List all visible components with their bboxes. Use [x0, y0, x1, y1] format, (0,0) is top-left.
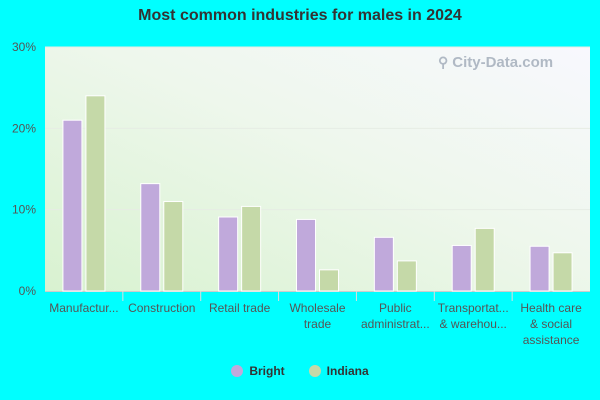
- x-tick-label-5-0: Transportat...: [438, 301, 509, 315]
- chart-title: Most common industries for males in 2024: [138, 7, 462, 24]
- y-tick-label-0: 0%: [19, 284, 37, 298]
- y-tick-label-1: 10%: [12, 203, 36, 217]
- bar-indiana-6: [552, 252, 573, 292]
- bar-bright-5: [451, 244, 472, 292]
- x-tick-label-4-1: administrat...: [361, 317, 430, 331]
- legend-swatch-0: [231, 365, 244, 377]
- x-tick-label-4-0: Public: [379, 301, 412, 315]
- search-icon: ⚲: [438, 54, 449, 70]
- bar-bright-6: [529, 245, 550, 292]
- bar-indiana-0: [85, 95, 106, 292]
- legend-label-0: Bright: [249, 364, 285, 378]
- legend: Bright Indiana: [0, 364, 600, 378]
- legend-label-1: Indiana: [326, 364, 369, 378]
- x-tick-label-0-0: Manufactur...: [49, 301, 118, 315]
- y-tick-label-3: 30%: [12, 40, 36, 54]
- bar-bright-1: [140, 183, 161, 292]
- x-tick-label-1-0: Construction: [128, 301, 195, 315]
- legend-item-0: Bright: [231, 364, 285, 378]
- x-tick-label-6-2: assistance: [523, 333, 580, 347]
- bar-bright-4: [373, 236, 394, 292]
- x-tick-label-3-0: Wholesale: [289, 301, 345, 315]
- watermark-text: City-Data.com: [452, 54, 554, 71]
- legend-item-1: Indiana: [308, 364, 369, 378]
- bar-indiana-1: [163, 201, 184, 292]
- y-tick-label-2: 20%: [12, 121, 36, 135]
- x-tick-label-6-1: & social: [530, 317, 572, 331]
- watermark: ⚲ City-Data.com: [438, 54, 553, 71]
- x-tick-label-2-0: Retail trade: [209, 301, 271, 315]
- bar-bright-0: [62, 119, 83, 292]
- x-tick-label-5-1: & warehou...: [440, 317, 507, 331]
- bar-indiana-4: [396, 260, 417, 292]
- bar-indiana-2: [241, 205, 262, 292]
- legend-swatch-1: [308, 365, 321, 377]
- x-tick-label-3-1: trade: [304, 317, 332, 331]
- bar-bright-3: [296, 218, 316, 292]
- bar-bright-2: [218, 216, 239, 292]
- bar-indiana-3: [319, 269, 339, 292]
- plot-background: [45, 47, 590, 291]
- bar-indiana-5: [474, 227, 495, 292]
- x-tick-label-6-0: Health care: [520, 301, 582, 315]
